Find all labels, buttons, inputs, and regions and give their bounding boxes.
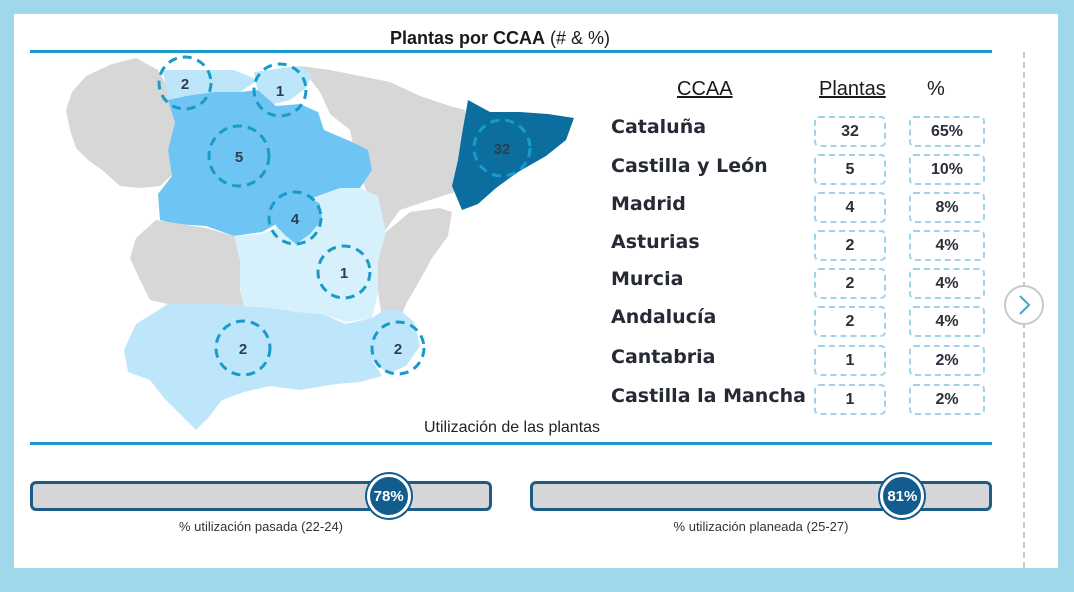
bubble-label-castilla-leon: 5 xyxy=(235,149,243,166)
row-region: Asturias xyxy=(611,231,700,253)
row-pct: 8% xyxy=(909,192,985,223)
region-murcia xyxy=(346,310,420,374)
region-castilla-leon xyxy=(158,90,372,236)
bubble-castilla-mancha: 1 xyxy=(316,244,372,300)
bubble-murcia: 2 xyxy=(370,320,426,376)
region-galicia xyxy=(66,58,175,188)
bubble-madrid: 4 xyxy=(267,190,323,246)
row-plants: 5 xyxy=(814,154,886,185)
column-header-ccaa: CCAA xyxy=(677,78,733,100)
bubble-label-andalucia: 2 xyxy=(239,341,247,358)
row-region: Murcia xyxy=(611,268,684,290)
bubble-asturias: 2 xyxy=(157,55,213,111)
region-cantabria xyxy=(254,66,312,104)
row-region: Cantabria xyxy=(611,346,716,368)
bubble-label-cataluna: 32 xyxy=(494,141,511,158)
chevron-right-icon xyxy=(1019,295,1031,315)
past-utilization-caption: % utilización pasada (22-24) xyxy=(178,519,344,534)
page-title: Plantas por CCAA (# & %) xyxy=(389,28,611,48)
region-cataluna xyxy=(452,100,574,210)
row-pct: 65% xyxy=(909,116,985,147)
next-page-button[interactable] xyxy=(1004,285,1044,325)
bubble-label-castilla-mancha: 1 xyxy=(340,265,348,282)
region-andalucia xyxy=(124,304,382,430)
region-extremadura xyxy=(130,220,244,310)
planned-utilization-bar: 81% xyxy=(530,474,992,518)
bubble-cantabria: 1 xyxy=(252,62,308,118)
bubble-cataluna: 32 xyxy=(472,118,532,178)
row-region: Castilla la Mancha xyxy=(611,385,806,407)
row-pct: 4% xyxy=(909,268,985,299)
utilization-title: Utilización de las plantas xyxy=(423,419,601,436)
title-divider xyxy=(30,50,992,53)
row-plants: 2 xyxy=(814,230,886,261)
planned-utilization-knob: 81% xyxy=(880,474,925,518)
past-utilization-bar: 78% xyxy=(30,474,492,518)
region-valencia xyxy=(376,208,452,320)
region-northeast-grey xyxy=(300,66,470,236)
bubble-label-murcia: 2 xyxy=(394,341,402,358)
region-madrid xyxy=(272,194,322,244)
row-pct: 4% xyxy=(909,306,985,337)
row-region: Andalucía xyxy=(611,306,717,328)
row-plants: 2 xyxy=(814,268,886,299)
utilization-divider xyxy=(30,442,992,445)
row-pct: 4% xyxy=(909,230,985,261)
row-plants: 2 xyxy=(814,306,886,337)
bubble-castilla-leon: 5 xyxy=(207,124,271,188)
past-utilization-knob: 78% xyxy=(366,474,411,518)
row-region: Cataluña xyxy=(611,116,707,138)
row-region: Castilla y León xyxy=(611,155,768,177)
spain-map: 2 1 5 32 4 1 2 2 xyxy=(66,55,574,430)
column-header-plantas: Plantas xyxy=(819,78,886,100)
row-plants: 1 xyxy=(814,384,886,415)
bubble-label-madrid: 4 xyxy=(291,211,300,228)
row-plants: 1 xyxy=(814,345,886,376)
row-plants: 4 xyxy=(814,192,886,223)
row-pct: 2% xyxy=(909,384,985,415)
row-pct: 10% xyxy=(909,154,985,185)
planned-utilization-caption: % utilización planeada (25-27) xyxy=(673,519,849,534)
bubble-label-cantabria: 1 xyxy=(276,83,284,100)
bubble-andalucia: 2 xyxy=(214,319,272,377)
row-pct: 2% xyxy=(909,345,985,376)
region-castilla-mancha xyxy=(234,188,386,322)
row-region: Madrid xyxy=(611,193,686,215)
row-plants: 32 xyxy=(814,116,886,147)
column-header-pct: % xyxy=(927,78,945,100)
bubble-label-asturias: 2 xyxy=(181,76,189,93)
